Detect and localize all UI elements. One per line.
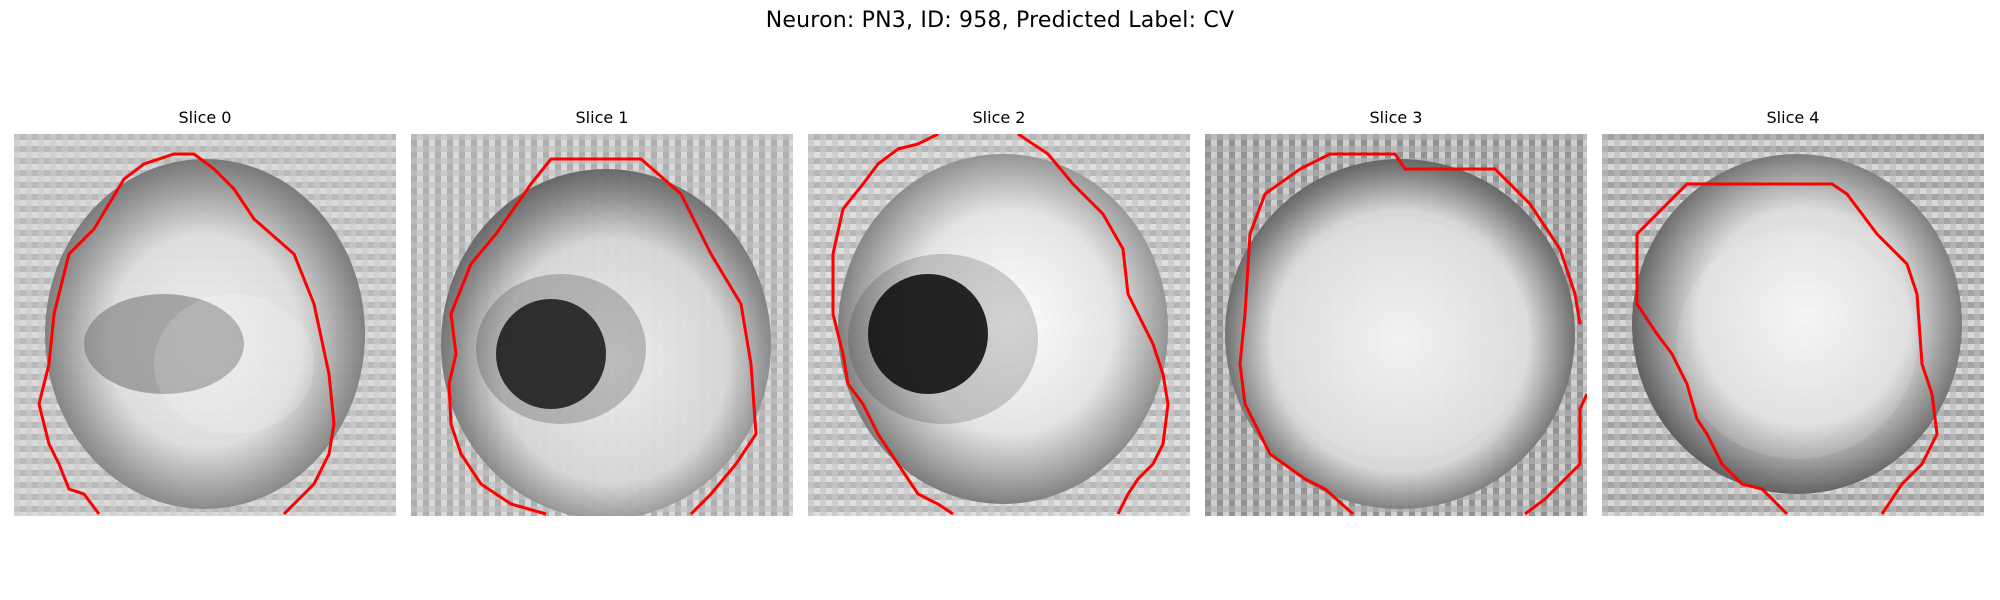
slice-title-3: Slice 3	[1369, 108, 1423, 127]
slice-image-4	[1602, 134, 1984, 516]
slice-panel-0: Slice 0	[14, 108, 396, 518]
contour-line-2	[831, 134, 954, 516]
figure-title: Neuron: PN3, ID: 958, Predicted Label: C…	[765, 8, 1235, 33]
slice-title-4: Slice 4	[1766, 108, 1820, 127]
contour-line-2b	[1017, 134, 1170, 515]
slice-panel-2: Slice 2	[808, 108, 1190, 518]
slice-image-0	[14, 134, 396, 516]
slice-panel-1: Slice 1	[411, 108, 793, 518]
slice-image-3	[1205, 134, 1587, 516]
contour-line-1	[447, 157, 758, 516]
slice-title-0: Slice 0	[178, 108, 232, 127]
contour-line-3b	[1524, 393, 1587, 516]
slice-image-2	[808, 134, 1190, 516]
slice-panel-4: Slice 4	[1602, 108, 1984, 518]
contour-line-4	[1635, 182, 1939, 516]
slice-image-1	[411, 134, 793, 516]
contour-line-3	[1238, 152, 1582, 516]
slice-panel-3: Slice 3	[1205, 108, 1587, 518]
contour-line-0	[37, 152, 336, 516]
slice-title-2: Slice 2	[972, 108, 1026, 127]
slice-title-1: Slice 1	[575, 108, 629, 127]
